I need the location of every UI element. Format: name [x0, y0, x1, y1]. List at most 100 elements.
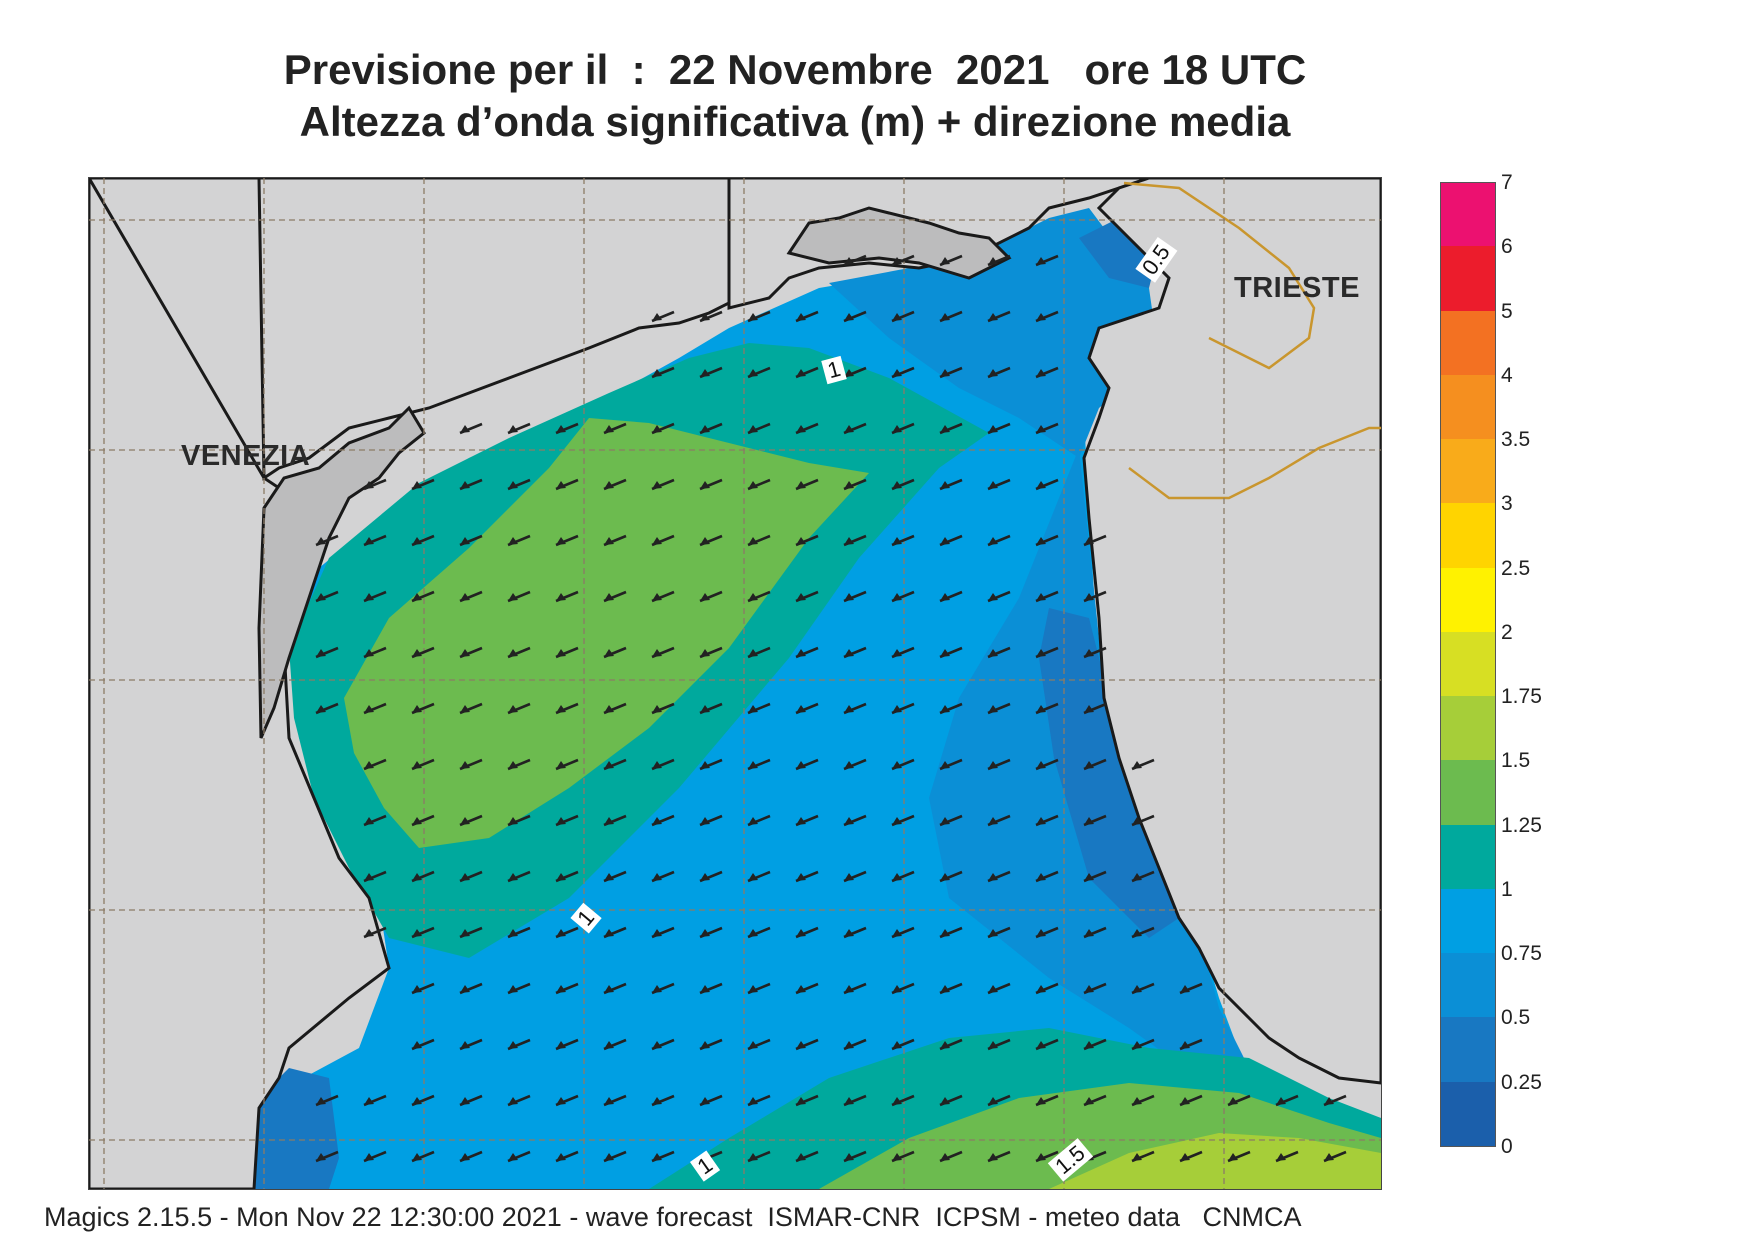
wave-arrow: [699, 590, 723, 603]
wave-arrow: [603, 534, 627, 547]
city-label-venezia: VENEZIA: [181, 440, 311, 472]
wave-arrow: [1275, 1094, 1299, 1107]
wave-arrow: [1131, 982, 1155, 995]
graticule: [89, 178, 1381, 1189]
legend-tick-label: 3: [1501, 492, 1513, 516]
wave-arrow: [891, 814, 915, 827]
legend-tick-label: 3.5: [1501, 428, 1531, 452]
wave-arrow: [363, 870, 387, 883]
wave-arrow: [987, 310, 1011, 323]
wave-arrow: [507, 758, 531, 771]
wave-arrow: [1035, 422, 1059, 435]
wave-arrow: [1083, 1038, 1107, 1051]
title-line-2: Altezza d’onda significativa (m) + direz…: [299, 98, 1291, 145]
wave-arrow: [411, 702, 435, 715]
wave-arrow: [1035, 926, 1059, 939]
wave-arrow: [939, 926, 963, 939]
legend-tick-label: 2: [1501, 620, 1513, 644]
legend-tick-label: 1.5: [1501, 749, 1531, 773]
wave-arrow: [315, 534, 339, 547]
land-east: [1082, 178, 1381, 1085]
wave-arrow: [699, 926, 723, 939]
wave-arrow: [843, 814, 867, 827]
wave-arrow: [555, 758, 579, 771]
wave-arrow: [699, 422, 723, 435]
wave-arrow: [1035, 1038, 1059, 1051]
wave-arrow: [1323, 1094, 1347, 1107]
wave-arrow: [1083, 1094, 1107, 1107]
wave-arrow: [411, 814, 435, 827]
wave-arrow: [891, 478, 915, 491]
wave-arrow: [747, 422, 771, 435]
wave-arrow: [987, 870, 1011, 883]
wave-arrow: [603, 646, 627, 659]
wave-arrow: [603, 982, 627, 995]
wave-arrow: [1131, 926, 1155, 939]
wave-arrow: [507, 1094, 531, 1107]
wave-arrow: [411, 646, 435, 659]
wave-arrow: [459, 982, 483, 995]
wave-arrow: [795, 422, 819, 435]
wave-arrow: [315, 590, 339, 603]
wave-arrow: [411, 590, 435, 603]
wave-arrow: [939, 870, 963, 883]
wave-arrow: [555, 422, 579, 435]
wave-arrow: [507, 590, 531, 603]
wave-arrow: [939, 982, 963, 995]
wave-arrow: [747, 366, 771, 379]
wave-arrow: [891, 310, 915, 323]
wave-arrow: [843, 422, 867, 435]
wave-arrow: [939, 758, 963, 771]
legend-tick-label: 1.75: [1501, 685, 1542, 709]
wave-arrow: [939, 702, 963, 715]
wave-arrow: [651, 814, 675, 827]
wave-arrow: [747, 646, 771, 659]
wave-arrow: [699, 1094, 723, 1107]
wave-arrow: [795, 982, 819, 995]
wave-arrow: [363, 702, 387, 715]
legend-swatch: [1440, 696, 1496, 761]
wave-arrow: [795, 702, 819, 715]
wave-arrow: [843, 1038, 867, 1051]
wave-arrow: [843, 590, 867, 603]
legend-tick-label: 4: [1501, 363, 1513, 387]
wave-arrow: [1035, 982, 1059, 995]
legend-swatch: [1440, 760, 1496, 825]
wave-height-map: VENEZIA TRIESTE 0.5 1 1 1 1.5: [88, 177, 1382, 1190]
wave-arrow: [363, 1150, 387, 1163]
wave-arrow: [987, 1150, 1011, 1163]
wave-arrow: [795, 1038, 819, 1051]
wave-arrow: [1083, 590, 1107, 603]
legend-swatch: [1440, 1017, 1496, 1082]
color-scale-legend: 7 6 5 4 3.5 3 2.5 2 1.75 1.5 1.25 1 0.75 0.5 0.25 0: [1440, 172, 1560, 1158]
wave-arrow: [411, 982, 435, 995]
wave-arrow: [411, 870, 435, 883]
wave-arrow: [507, 702, 531, 715]
wave-arrow: [987, 926, 1011, 939]
legend-swatch: [1440, 439, 1496, 504]
title-line-1: Previsione per il : 22 Novembre 2021 ore…: [283, 46, 1307, 93]
wave-arrow: [603, 926, 627, 939]
wave-arrow: [699, 870, 723, 883]
wave-arrow: [603, 1038, 627, 1051]
wave-arrow: [315, 646, 339, 659]
wave-arrow: [1179, 1150, 1203, 1163]
wave-arrow: [507, 1150, 531, 1163]
wave-arrow: [987, 646, 1011, 659]
wave-arrow: [747, 926, 771, 939]
wave-arrow: [459, 870, 483, 883]
wave-arrow: [747, 982, 771, 995]
wave-arrow: [795, 646, 819, 659]
wave-arrow: [747, 1094, 771, 1107]
wave-direction-arrows: [315, 254, 1347, 1163]
legend-swatch: [1440, 246, 1496, 311]
wave-arrow: [459, 478, 483, 491]
legend-swatch: [1440, 374, 1496, 440]
wave-arrow: [747, 1038, 771, 1051]
wave-arrow: [1323, 1150, 1347, 1163]
wave-arrow: [651, 422, 675, 435]
wave-arrow: [1131, 870, 1155, 883]
wave-arrow: [555, 1038, 579, 1051]
wave-arrow: [363, 758, 387, 771]
wave-arrow: [843, 926, 867, 939]
